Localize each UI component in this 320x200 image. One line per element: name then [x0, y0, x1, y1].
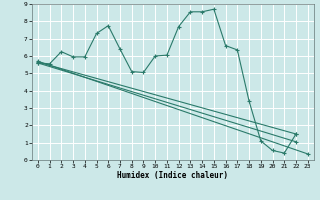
X-axis label: Humidex (Indice chaleur): Humidex (Indice chaleur)	[117, 171, 228, 180]
